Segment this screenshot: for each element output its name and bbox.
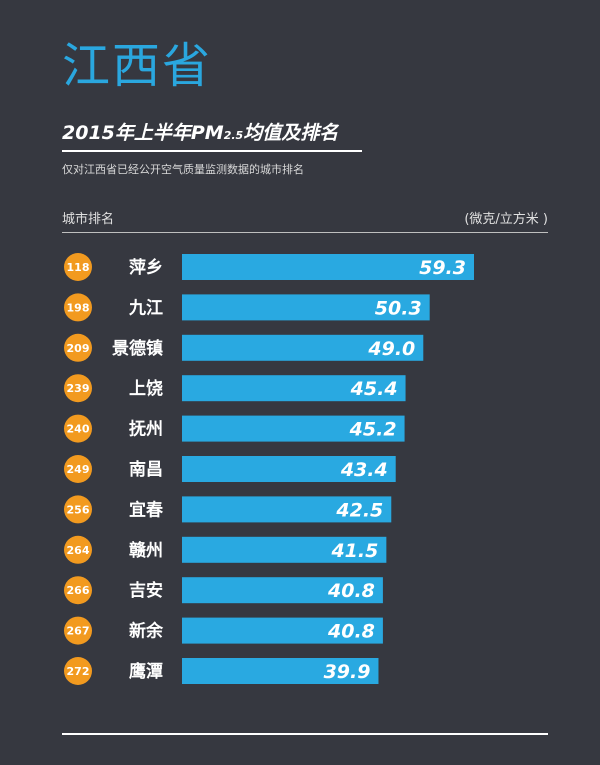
rank-badge (64, 253, 92, 281)
bar (182, 496, 392, 523)
chart-subtitle: 2015年上半年PM2.5均值及排名 (62, 118, 338, 145)
chart-note: 仅对江西省已经公开空气质量监测数据的城市排名 (62, 163, 304, 176)
rank-label: 209 (67, 342, 90, 355)
value-label: 40.8 (327, 621, 375, 643)
rank-badge (64, 616, 92, 645)
rank-label: 264 (67, 544, 90, 557)
value-label: 50.3 (375, 297, 422, 319)
bar (182, 375, 406, 402)
rank-badge (64, 455, 92, 483)
rank-badge (64, 374, 92, 403)
bar (182, 577, 383, 604)
rank-label: 239 (67, 382, 90, 395)
bar (182, 334, 424, 361)
bar (182, 415, 405, 442)
subtitle-tail: 均值及排名 (243, 122, 339, 144)
rank-label: 249 (67, 463, 90, 476)
rank-badge (64, 333, 92, 362)
city-label: 赣州 (129, 540, 163, 561)
rank-label: 266 (67, 584, 90, 597)
city-label: 萍乡 (129, 257, 163, 278)
rank-label: 256 (67, 503, 90, 516)
value-label: 40.8 (327, 580, 375, 602)
bar (182, 254, 474, 280)
value-label: 39.9 (324, 661, 371, 683)
bar (182, 617, 383, 644)
column-header-unit: (微克/立方米 ) (464, 212, 548, 227)
value-label: 43.4 (340, 459, 388, 481)
bar (182, 456, 396, 482)
value-label: 45.2 (349, 419, 397, 441)
title-divider (62, 150, 362, 152)
city-label: 吉安 (129, 580, 163, 601)
subtitle-main: 2015年上半年PM (62, 122, 224, 144)
rank-badge (64, 293, 92, 322)
rank-badge (64, 414, 92, 443)
value-label: 49.0 (367, 338, 415, 360)
city-label: 抚州 (129, 419, 163, 440)
city-label: 南昌 (129, 459, 163, 480)
value-label: 41.5 (330, 540, 378, 562)
city-label: 新余 (129, 621, 164, 642)
value-label: 59.3 (419, 257, 466, 279)
rank-label: 267 (67, 625, 90, 638)
city-label: 鹰潭 (129, 661, 163, 682)
bottom-divider (62, 733, 548, 735)
rank-badge (64, 495, 92, 524)
rank-badge (64, 657, 92, 685)
rank-badge (64, 535, 92, 564)
rank-label: 240 (67, 423, 90, 436)
city-label: 宜春 (129, 499, 163, 520)
bar (182, 658, 379, 684)
bar (182, 536, 387, 563)
city-label: 景德镇 (112, 338, 163, 359)
rank-badge (64, 576, 92, 605)
column-header-rank: 城市排名 (62, 212, 115, 227)
rank-label: 198 (67, 301, 90, 314)
value-label: 42.5 (335, 499, 383, 521)
rank-label: 272 (67, 665, 90, 678)
page-title: 江西省 (62, 38, 213, 94)
city-label: 九江 (128, 298, 163, 318)
value-label: 45.4 (350, 378, 398, 400)
bar (182, 294, 430, 321)
header-divider (62, 232, 548, 233)
subtitle-subscript: 2.5 (223, 129, 244, 142)
city-label: 上饶 (129, 378, 163, 399)
rank-label: 118 (67, 261, 90, 274)
